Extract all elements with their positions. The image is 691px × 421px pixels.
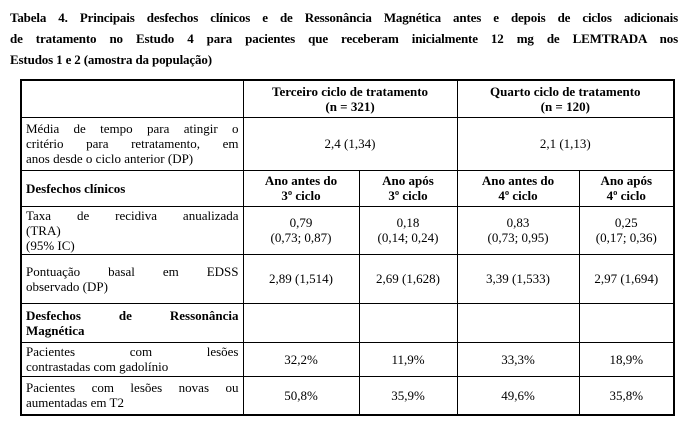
clinical-section-title: Desfechos clínicos (20, 169, 244, 207)
outcomes-table: Terceiro ciclo de tratamento (n = 321) Qu… (20, 79, 676, 416)
edss-value-after-3rd: 2,69 (1,628) (358, 253, 458, 304)
mri-section-row: Desfechos de Ressonância Magnética (20, 302, 675, 343)
corner-empty-cell (20, 79, 244, 118)
mri-section-title: Desfechos de Ressonância Magnética (20, 302, 244, 343)
retreatment-time-third-value: 2,4 (1,34) (242, 116, 458, 171)
empty-cell (578, 302, 675, 343)
arr-label: Taxa de recidiva anualizada (TRA) (95% IC) (20, 205, 244, 255)
retreatment-time-fourth-value: 2,1 (1,13) (456, 116, 675, 171)
arr-value-before-4th: 0,83 (0,73; 0,95) (456, 205, 580, 255)
header-fourth-cycle: Quarto ciclo de tratamento (n = 120) (456, 79, 675, 118)
subheader-year-before-3rd: Ano antes do 3º ciclo (242, 169, 360, 207)
empty-cell (242, 302, 360, 343)
subheader-year-before-4th: Ano antes do 4º ciclo (456, 169, 580, 207)
edss-label: Pontuação basal em EDSS observado (DP) (20, 253, 244, 304)
empty-cell (456, 302, 580, 343)
clinical-subheader-row: Desfechos clínicos Ano antes do 3º ciclo … (20, 169, 675, 207)
t2-value-before-3rd: 50,8% (242, 375, 360, 416)
header-row: Terceiro ciclo de tratamento (n = 321) Qu… (20, 79, 675, 118)
edss-value-before-4th: 3,39 (1,533) (456, 253, 580, 304)
subheader-year-after-3rd: Ano após 3º ciclo (358, 169, 458, 207)
t2-value-before-4th: 49,6% (456, 375, 580, 416)
t2-lesions-row: Pacientes com lesões novas ou aumentadas … (20, 375, 675, 416)
edss-baseline-row: Pontuação basal em EDSS observado (DP) 2,… (20, 253, 675, 304)
subheader-year-after-4th: Ano após 4º ciclo (578, 169, 675, 207)
t2-value-after-4th: 35,8% (578, 375, 675, 416)
gadolinium-value-before-3rd: 32,2% (242, 341, 360, 377)
retreatment-time-row: Média de tempo para atingir o critério pa… (20, 116, 675, 171)
arr-value-before-3rd: 0,79 (0,73; 0,87) (242, 205, 360, 255)
edss-value-before-3rd: 2,89 (1,514) (242, 253, 360, 304)
empty-cell (358, 302, 458, 343)
gadolinium-value-after-4th: 18,9% (578, 341, 675, 377)
arr-value-after-4th: 0,25 (0,17; 0,36) (578, 205, 675, 255)
t2-value-after-3rd: 35,9% (358, 375, 458, 416)
edss-value-after-4th: 2,97 (1,694) (578, 253, 675, 304)
gadolinium-value-before-4th: 33,3% (456, 341, 580, 377)
arr-value-after-3rd: 0,18 (0,14; 0,24) (358, 205, 458, 255)
retreatment-time-label: Média de tempo para atingir o critério pa… (20, 116, 244, 171)
gadolinium-value-after-3rd: 11,9% (358, 341, 458, 377)
gadolinium-label: Pacientes com lesões contrastadas com gad… (20, 341, 244, 377)
annualized-relapse-rate-row: Taxa de recidiva anualizada (TRA) (95% IC)… (20, 205, 675, 255)
gadolinium-lesions-row: Pacientes com lesões contrastadas com gad… (20, 341, 675, 377)
t2-label: Pacientes com lesões novas ou aumentadas … (20, 375, 244, 416)
header-third-cycle: Terceiro ciclo de tratamento (n = 321) (242, 79, 458, 118)
table-caption: Tabela 4. Principais desfechos clínicos … (10, 10, 678, 67)
